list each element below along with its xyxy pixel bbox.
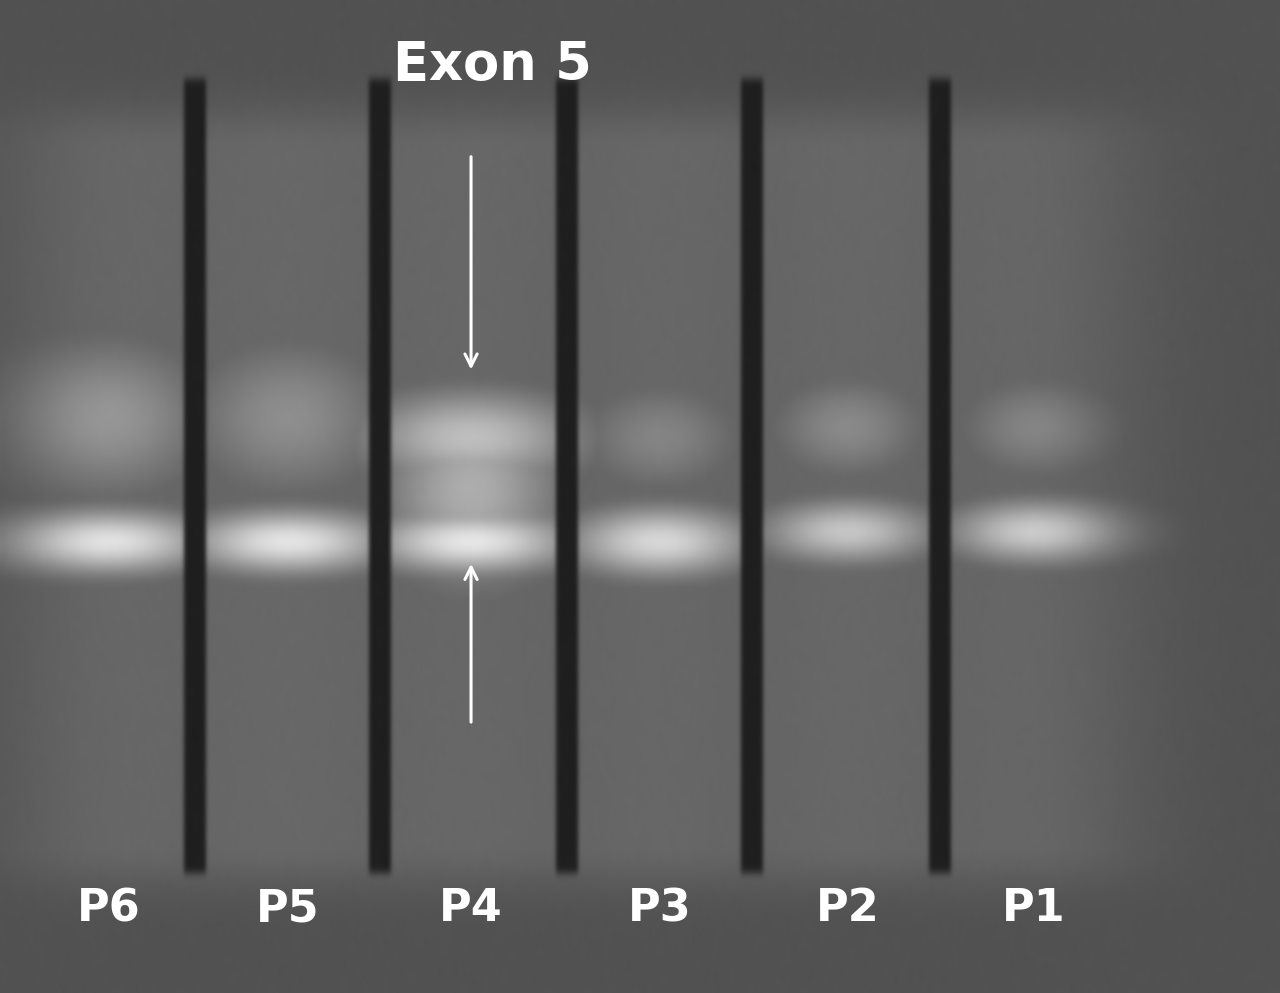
Text: P3: P3 [627, 887, 691, 930]
Text: P6: P6 [77, 887, 141, 930]
Text: P2: P2 [815, 887, 879, 930]
Text: P5: P5 [256, 887, 320, 930]
Text: P1: P1 [1002, 887, 1066, 930]
Text: Exon 5: Exon 5 [393, 39, 593, 90]
Text: P4: P4 [439, 887, 503, 930]
